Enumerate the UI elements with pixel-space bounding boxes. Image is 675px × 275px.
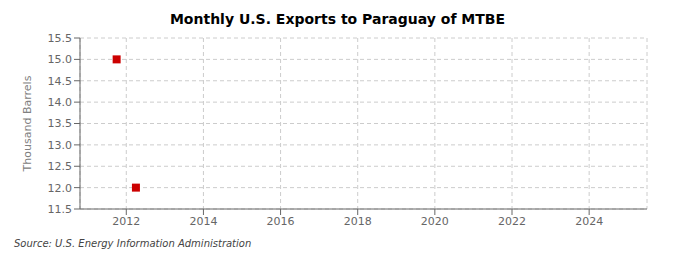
html-text:Monthly U.S. Exports to Paragu: Monthly U.S. Exports to Paraguay of MTBE xyxy=(169,11,506,27)
svg-text:15.5: 15.5 xyxy=(48,32,73,45)
svg-text:2020: 2020 xyxy=(421,215,449,228)
svg-text:Thousand Barrels: Thousand Barrels xyxy=(21,75,34,172)
svg-text:13.5: 13.5 xyxy=(48,117,73,130)
svg-text:2014: 2014 xyxy=(189,215,217,228)
svg-text:11.5: 11.5 xyxy=(48,203,73,216)
svg-text:15.0: 15.0 xyxy=(48,53,73,66)
svg-text:2018: 2018 xyxy=(344,215,372,228)
svg-text:12.0: 12.0 xyxy=(48,182,73,195)
svg-text:13.0: 13.0 xyxy=(48,139,73,152)
svg-text:2022: 2022 xyxy=(498,215,526,228)
svg-text:2012: 2012 xyxy=(112,215,140,228)
svg-text:2024: 2024 xyxy=(575,215,603,228)
svg-text:14.0: 14.0 xyxy=(48,96,73,109)
svg-text:14.5: 14.5 xyxy=(48,75,73,88)
html-text:Source: U.S. Energy Informatio: Source: U.S. Energy Information Administ… xyxy=(14,238,252,249)
svg-text:12.5: 12.5 xyxy=(48,160,73,173)
svg-text:2016: 2016 xyxy=(267,215,295,228)
